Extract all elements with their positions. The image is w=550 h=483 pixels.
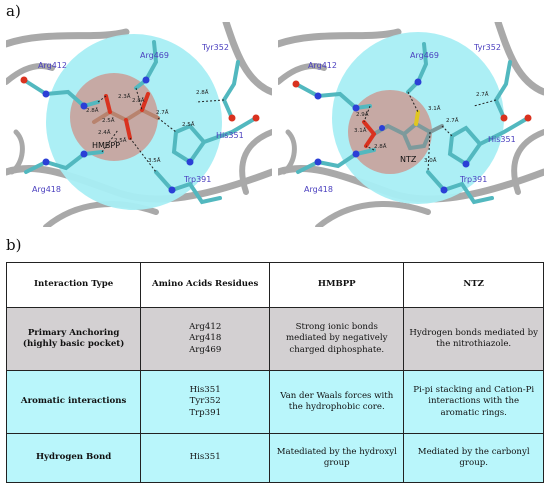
label-tyr352: Tyr352 <box>473 43 501 52</box>
distance-label: 2.7Å <box>446 117 459 124</box>
distance-label: 2.8Å <box>132 97 145 104</box>
distance-label: 3.5Å <box>148 157 161 164</box>
cell-ntz: Mediated by the carbonyl group. <box>403 433 544 483</box>
table-header-row: Interaction Type Amino Acids Residues HM… <box>5 262 544 308</box>
residue-arg418-sticks <box>24 150 104 174</box>
hydrogen-bonds <box>363 91 497 173</box>
table-row: Hydrogen Bond His351 Matediated by the h… <box>5 433 544 483</box>
cell-interaction-type: Primary Anchoring (highly basic pocket) <box>5 307 142 371</box>
label-his351: His351 <box>488 135 516 144</box>
residue-arg418-sticks <box>296 148 376 174</box>
label-arg412: Arg412 <box>38 61 67 70</box>
ntz-structure-render: 2.9Å 3.1Å 3.1Å 2.8Å 2.7Å 2.7Å 3.0Å Arg41… <box>278 22 544 227</box>
distance-label: 2.8Å <box>86 107 99 114</box>
cell-residues: His351 <box>140 433 271 483</box>
header-hmbpp: HMBPP <box>269 262 405 308</box>
distance-label: 2.9Å <box>356 111 369 118</box>
residue-trp391-sticks <box>426 170 494 205</box>
residue-arg412-sticks <box>294 82 372 111</box>
cell-hmbpp: Strong ionic bonds mediated by negativel… <box>269 307 405 371</box>
hmbpp-structure-render: 2.8Å 2.4Å 2.5Å 2.3Å 2.8Å 2.7Å 2.8Å 2.5Å … <box>6 22 272 227</box>
hydrogen-bonds <box>97 87 225 173</box>
label-arg469: Arg469 <box>140 51 169 60</box>
distance-label: 2.8Å <box>196 89 209 96</box>
distance-label: 2.3Å <box>118 93 131 100</box>
ligand-name-hmbpp: HMBPP <box>92 141 120 150</box>
distance-label: 3.1Å <box>428 105 441 112</box>
label-trp391: Trp391 <box>459 175 487 184</box>
residue-tyr352-sticks <box>493 60 512 120</box>
label-arg469: Arg469 <box>410 51 439 60</box>
cell-residues: His351 Tyr352 Trp391 <box>140 370 271 434</box>
distance-label: 3.0Å <box>424 157 437 164</box>
interaction-table: Interaction Type Amino Acids Residues HM… <box>5 262 544 483</box>
label-arg418: Arg418 <box>304 185 333 194</box>
cell-ntz: Pi-pi stacking and Cation-Pi interaction… <box>403 370 544 434</box>
cell-ntz: Hydrogen bonds mediated by the nitrothia… <box>403 307 544 371</box>
residue-his351-sticks <box>171 123 207 165</box>
hmbpp-binding-view: 2.8Å 2.4Å 2.5Å 2.3Å 2.8Å 2.7Å 2.8Å 2.5Å … <box>6 22 272 227</box>
cell-interaction-type: Aromatic interactions <box>5 370 142 434</box>
residue-tyr352-sticks <box>221 60 240 120</box>
label-trp391: Trp391 <box>183 175 211 184</box>
distance-label: 2.7Å <box>156 109 169 116</box>
header-ntz: NTZ <box>403 262 544 308</box>
label-his351: His351 <box>216 131 244 140</box>
panel-a-label: a) <box>6 2 21 20</box>
cell-residues: Arg412 Arg418 Arg469 <box>140 307 271 371</box>
distance-label: 2.5Å <box>182 121 195 128</box>
ligand-name-ntz: NTZ <box>400 155 417 164</box>
residue-arg469-sticks <box>406 42 429 94</box>
residue-arg412-sticks <box>22 78 100 109</box>
cell-hmbpp: Van der Waals forces with the hydrophobi… <box>269 370 405 434</box>
residue-his351-sticks <box>447 125 483 167</box>
cell-interaction-type: Hydrogen Bond <box>5 433 142 483</box>
table-row: Primary Anchoring (highly basic pocket) … <box>5 307 544 371</box>
distance-label: 2.5Å <box>102 117 115 124</box>
distance-label: 2.5Å <box>114 137 127 144</box>
residue-trp391-sticks <box>154 170 222 205</box>
table-row: Aromatic interactions His351 Tyr352 Trp3… <box>5 370 544 434</box>
label-arg418: Arg418 <box>32 185 61 194</box>
distance-label: 3.1Å <box>354 127 367 134</box>
distance-label: 2.8Å <box>374 143 387 150</box>
header-amino-acids: Amino Acids Residues <box>140 262 271 308</box>
label-tyr352: Tyr352 <box>201 43 229 52</box>
panel-b-label: b) <box>6 236 22 254</box>
header-interaction-type: Interaction Type <box>5 262 142 308</box>
label-arg412: Arg412 <box>308 61 337 70</box>
distance-label: 2.4Å <box>98 129 111 136</box>
ligand-core <box>70 73 158 161</box>
ligand-sticks <box>372 121 444 137</box>
distance-label: 2.7Å <box>476 91 489 98</box>
ntz-binding-view: 2.9Å 3.1Å 3.1Å 2.8Å 2.7Å 2.7Å 3.0Å Arg41… <box>278 22 544 227</box>
residue-arg469-sticks <box>134 40 159 90</box>
cell-hmbpp: Matediated by the hydroxyl group <box>269 433 405 483</box>
